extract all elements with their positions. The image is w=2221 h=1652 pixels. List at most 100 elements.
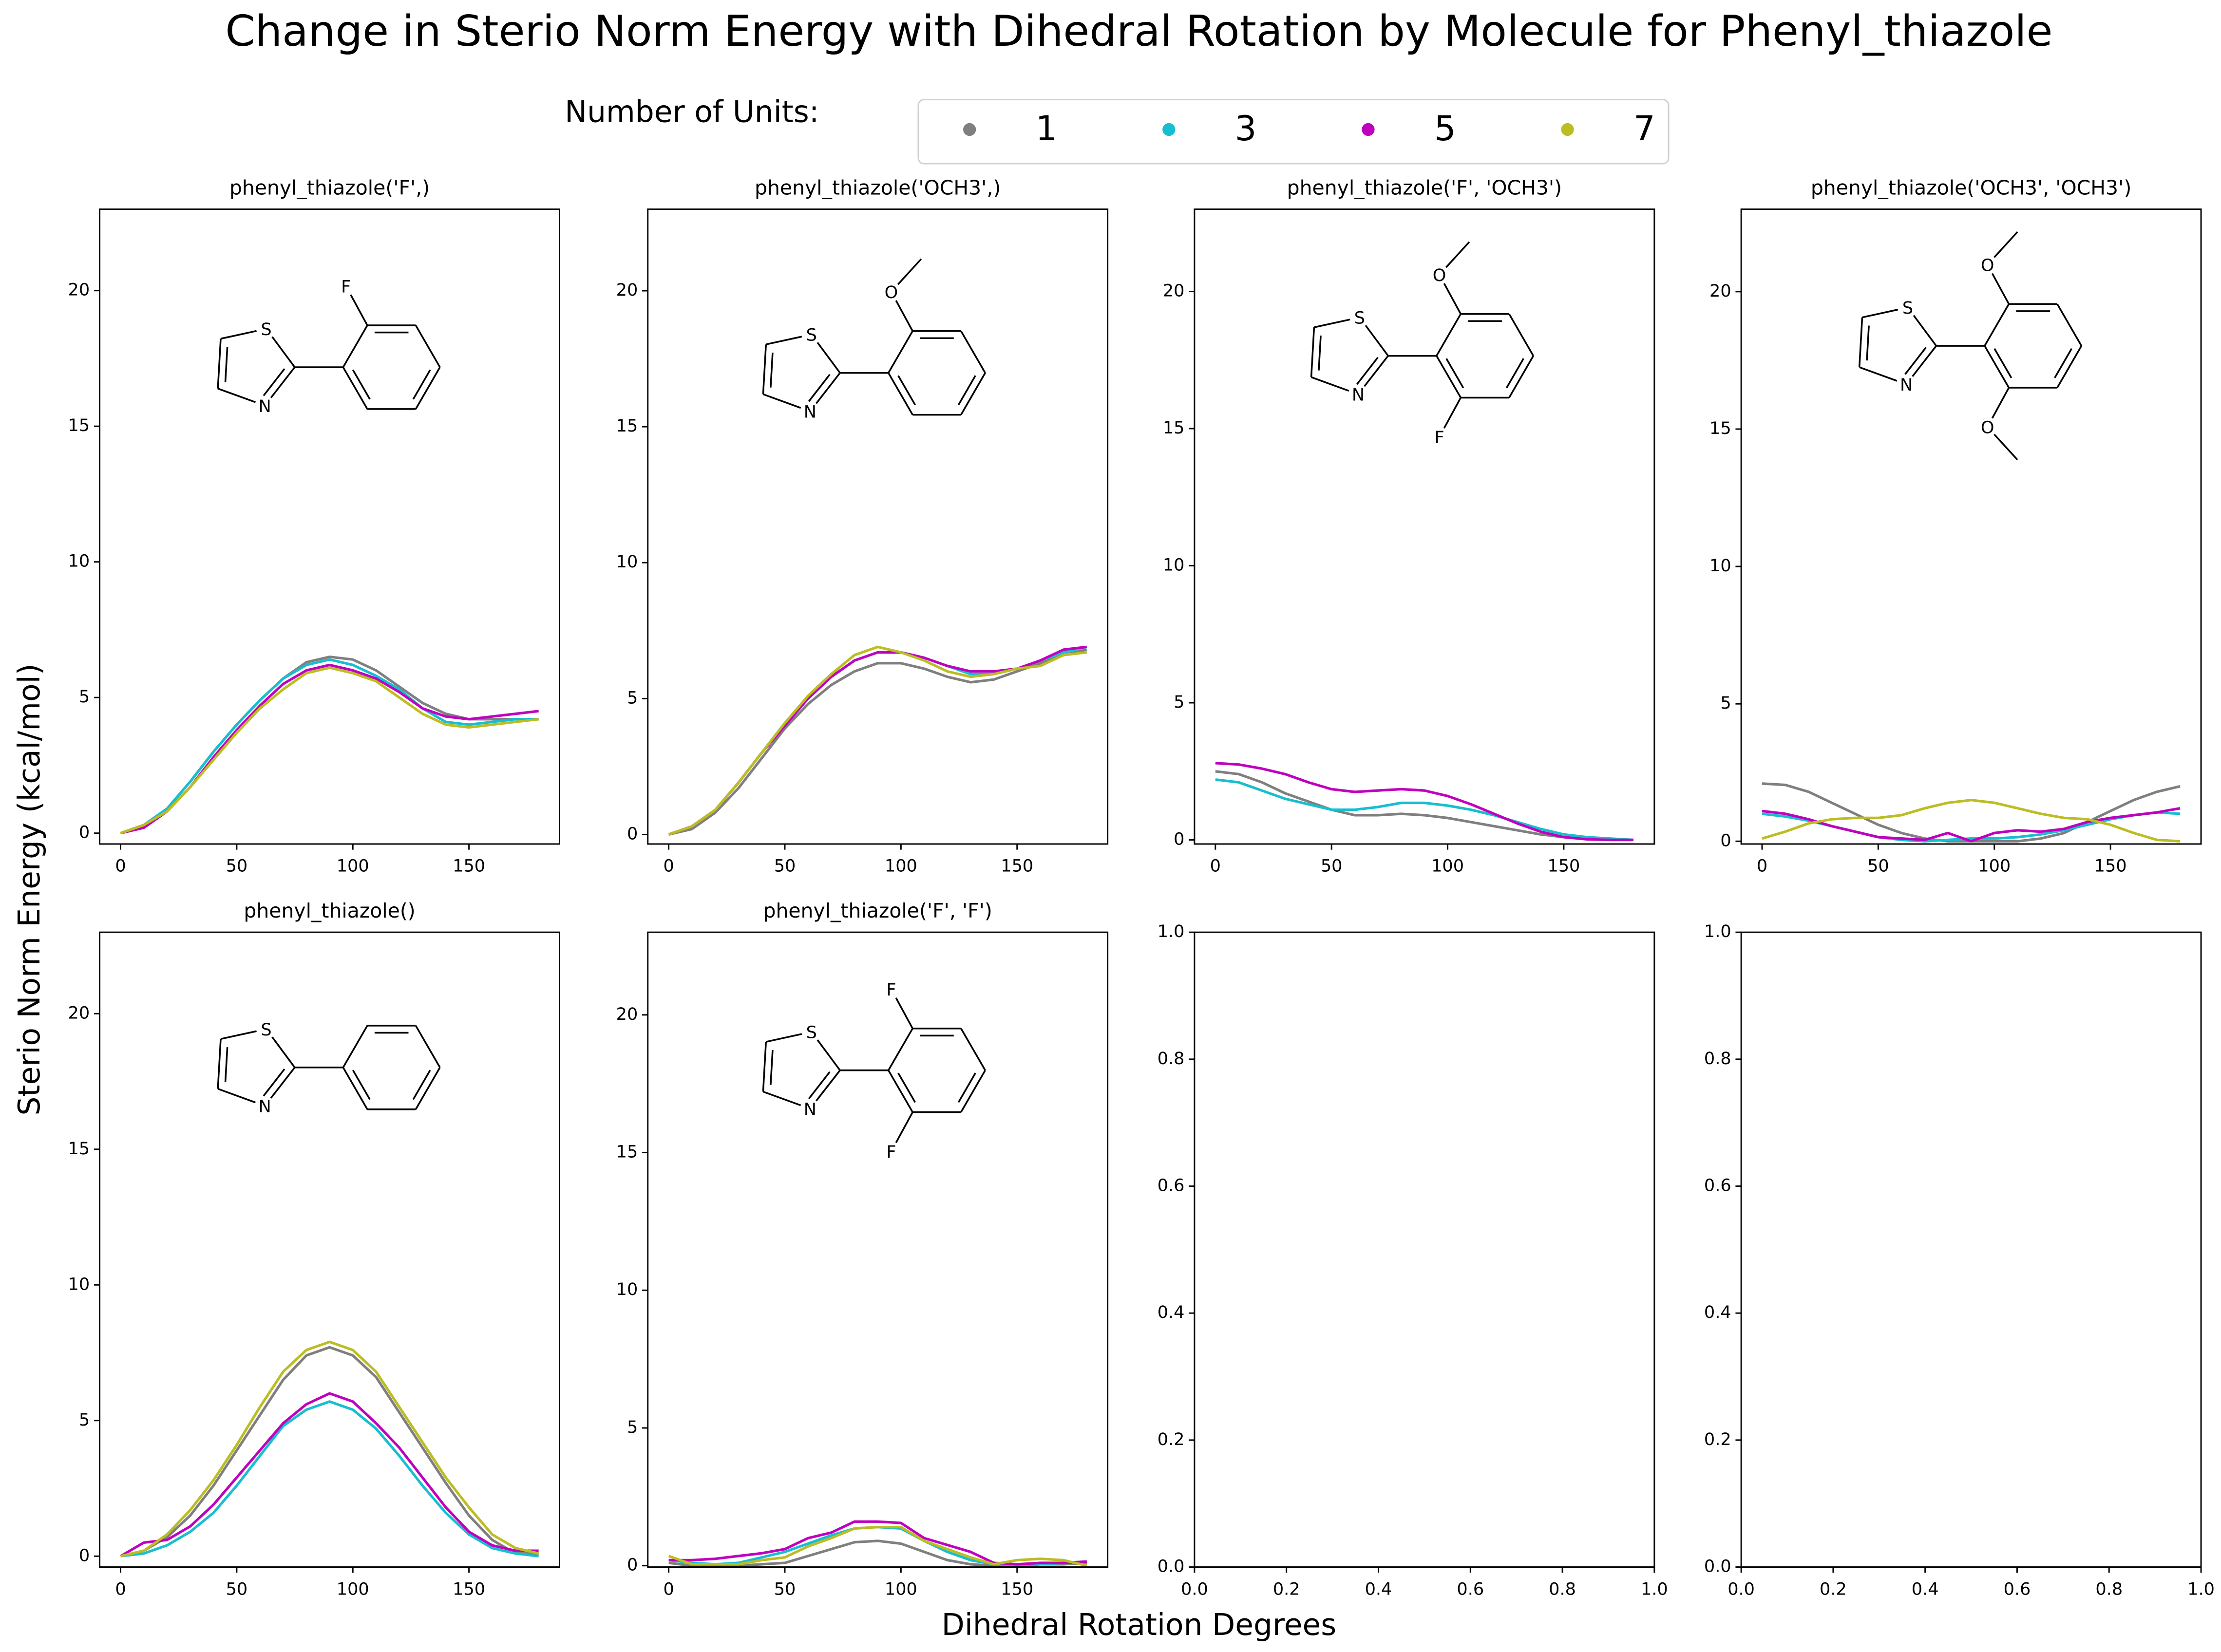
y-tick-label: 10 [68,551,90,571]
x-tick-label: 100 [337,1579,369,1599]
subplot-title: phenyl_thiazole('F', 'OCH3') [1287,176,1562,200]
axes-frame [647,931,1109,1568]
bond [1913,315,1937,347]
bond [1356,357,1379,385]
bond [342,1067,368,1110]
subplot-title: phenyl_thiazole() [244,899,415,922]
x-tick-label: 0 [115,856,126,876]
x-tick-label: 100 [337,856,369,876]
x-tick-label: 0.4 [1912,1579,1939,1599]
atom-label: N [1900,375,1913,395]
x-tick-label: 100 [1431,856,1464,876]
bond [415,1025,441,1068]
series-line [1215,770,1633,842]
y-tick-label: 5 [627,688,638,708]
y-tick-label: 10 [1163,555,1185,575]
molecule [1858,231,2083,461]
x-tick-label: 1.0 [2187,1579,2215,1599]
x-tick-label: 150 [2094,856,2127,876]
y-tick-label: 15 [1163,418,1185,438]
x-tick-label: 0 [115,1579,126,1599]
bond [1314,319,1350,328]
series-line [668,1525,1087,1567]
axes-frame [99,931,561,1568]
molecule [1310,241,1534,429]
series-line [120,1392,539,1558]
bond [816,372,841,404]
x-tick-label: 100 [885,1579,917,1599]
y-tick-label: 0 [1720,830,1731,850]
y-tick-label: 5 [627,1417,638,1437]
y-tick-label: 0.0 [1704,1557,1731,1577]
bond [960,330,986,374]
bond [960,1070,986,1113]
bond [762,1042,767,1092]
bond [263,368,285,396]
atom-label: O [885,282,898,302]
bond [270,366,296,398]
series-line [1215,762,1633,842]
bond [220,1030,257,1040]
series-line [120,666,539,835]
bond [1506,358,1524,389]
bond [1436,313,1462,357]
x-axis-label: Dihedral Rotation Degrees [942,1608,1337,1642]
x-tick-label: 50 [1321,856,1343,876]
x-tick-label: 0.2 [1820,1579,1847,1599]
series-line [668,645,1087,836]
x-tick-label: 50 [226,856,248,876]
y-tick-label: 15 [68,415,90,435]
y-tick-label: 10 [68,1274,90,1294]
series-line [120,658,539,835]
series-line [668,648,1087,836]
y-tick-label: 5 [1720,693,1731,713]
bond [895,1111,913,1144]
bond [816,1070,841,1102]
y-tick-label: 20 [68,280,90,300]
bond [1993,231,2018,258]
x-tick-label: 100 [885,856,917,876]
y-tick-label: 15 [616,1142,638,1162]
bond [342,367,368,410]
bond [888,1028,913,1071]
bond [1365,325,1389,357]
x-tick-label: 0.8 [2095,1579,2123,1599]
x-tick-label: 50 [774,1579,796,1599]
bond [1862,308,1898,319]
atom-label: F [1434,428,1444,448]
molecule [217,1025,441,1110]
bond [897,375,916,406]
bond [415,325,441,368]
series-line [668,1520,1087,1566]
atom-label: S [261,319,271,339]
y-tick-label: 20 [68,1003,90,1023]
axes-frame [1740,931,2202,1568]
subplot-title: phenyl_thiazole('OCH3',) [755,176,1001,200]
bond [1318,335,1322,371]
bond [342,1025,368,1068]
bond [888,330,913,374]
y-tick-label: 10 [616,1279,638,1299]
x-tick-label: 100 [1978,856,2011,876]
bond [897,258,922,285]
x-tick-label: 0 [1210,856,1221,876]
y-tick-label: 0.6 [1704,1176,1731,1196]
bond [1866,325,1870,361]
bond [770,352,774,388]
x-tick-label: 50 [774,856,796,876]
bond [765,336,802,345]
bond [415,1067,441,1110]
series-line [120,656,539,835]
y-tick-label: 0.0 [1158,1557,1185,1577]
atom-label: N [259,1097,271,1117]
atom-label: N [259,396,271,416]
axes-frame [647,208,1109,845]
y-tick-label: 0.6 [1158,1176,1185,1196]
atom-label: S [1354,308,1365,328]
y-tick-label: 0.4 [1158,1302,1185,1322]
bond [888,372,913,415]
atom-label: O [1981,418,1994,438]
atom-label: S [806,325,817,345]
bond [217,1088,256,1104]
